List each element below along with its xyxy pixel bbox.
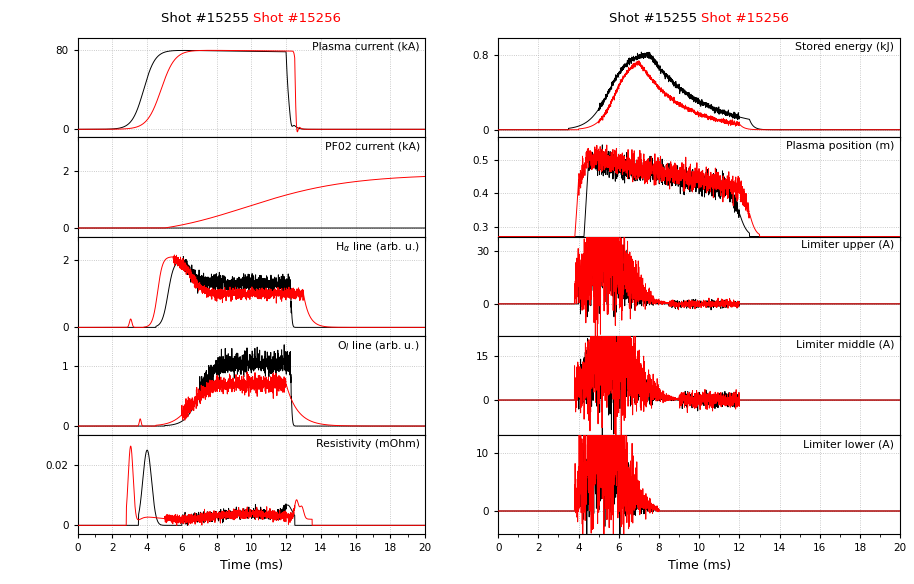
Text: Resistivity (mOhm): Resistivity (mOhm): [316, 439, 420, 449]
Text: O$_I$ line (arb. u.): O$_I$ line (arb. u.): [337, 340, 420, 353]
Text: Shot #15256: Shot #15256: [253, 12, 341, 25]
Text: Shot #15255: Shot #15255: [610, 12, 697, 25]
Text: Plasma position (m): Plasma position (m): [786, 141, 894, 151]
Text: Shot #15255: Shot #15255: [162, 12, 250, 25]
Text: Shot #15256: Shot #15256: [701, 12, 789, 25]
Text: Limiter lower (A): Limiter lower (A): [803, 439, 894, 449]
Text: Limiter upper (A): Limiter upper (A): [801, 241, 894, 251]
Text: Plasma current (kA): Plasma current (kA): [313, 42, 420, 52]
Text: H$_\alpha$ line (arb. u.): H$_\alpha$ line (arb. u.): [335, 241, 420, 254]
Text: Stored energy (kJ): Stored energy (kJ): [795, 42, 894, 52]
X-axis label: Time (ms): Time (ms): [219, 559, 283, 572]
Text: Limiter middle (A): Limiter middle (A): [796, 340, 894, 350]
Text: PF02 current (kA): PF02 current (kA): [324, 141, 420, 151]
X-axis label: Time (ms): Time (ms): [667, 559, 731, 572]
